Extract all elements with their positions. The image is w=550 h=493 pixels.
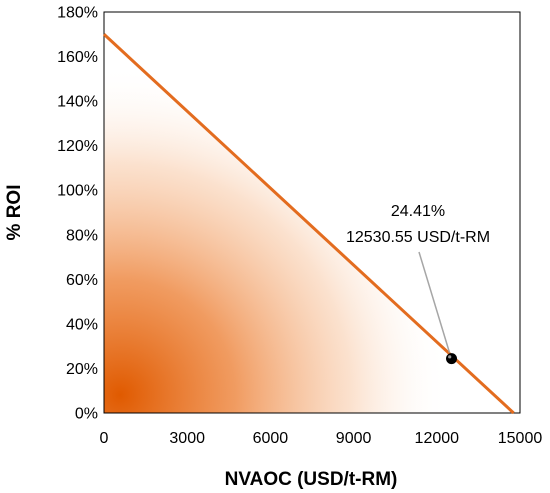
x-tick-label: 6000: [253, 430, 289, 447]
annotation-roi-text: 24.41%: [391, 203, 445, 220]
y-tick-label: 140%: [57, 94, 98, 111]
y-axis-title: % ROI: [4, 185, 25, 241]
y-tick-label: 80%: [66, 227, 98, 244]
y-tick-label: 120%: [57, 138, 98, 155]
plot-frame: [103, 11, 521, 414]
x-axis-title: NVAOC (USD/t-RM): [225, 469, 398, 490]
annotation-leader-line: [418, 251, 451, 353]
x-tick-label: 0: [100, 430, 109, 447]
y-tick-label: 60%: [66, 272, 98, 289]
y-tick-labels: 0% 20% 40% 60% 80% 100% 120% 140% 160% 180%: [57, 5, 98, 423]
x-tick-label: 3000: [169, 430, 205, 447]
y-tick-label: 180%: [57, 5, 98, 22]
marker-layer: [446, 353, 458, 365]
y-tick-label: 0%: [75, 406, 98, 423]
annotation-layer: 24.41% 12530.55 USD/t-RM: [346, 203, 490, 353]
annotation-nvaoc-text: 12530.55 USD/t-RM: [346, 229, 490, 246]
y-tick-label: 20%: [66, 361, 98, 378]
y-tick-label: 40%: [66, 316, 98, 333]
data-point-marker: [446, 353, 458, 365]
x-tick-labels: 0 3000 6000 9000 12000 15000: [100, 430, 543, 447]
x-tick-label: 9000: [336, 430, 372, 447]
x-tick-label: 12000: [415, 430, 460, 447]
series-layer: [102, 33, 515, 415]
series-line: [102, 33, 515, 415]
y-tick-label: 100%: [57, 183, 98, 200]
x-tick-label: 15000: [498, 430, 543, 447]
marker-highlight: [448, 355, 452, 359]
y-tick-label: 160%: [57, 49, 98, 66]
